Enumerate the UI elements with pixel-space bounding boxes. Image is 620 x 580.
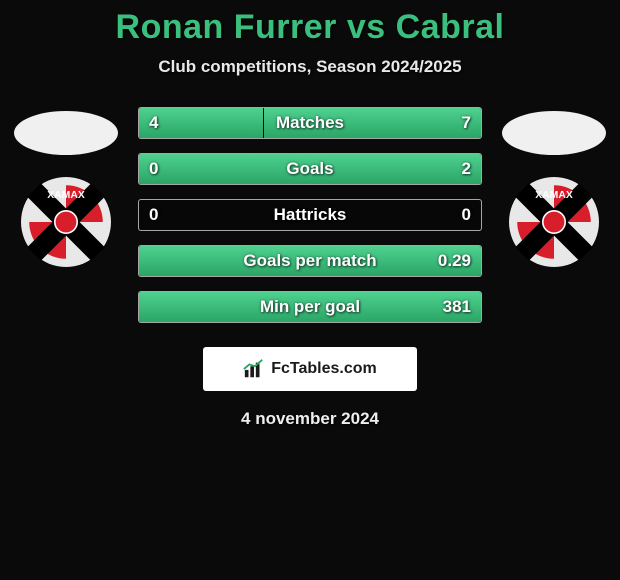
stat-bar: 4 Matches 7 <box>138 107 482 139</box>
stat-bars: 4 Matches 7 0 Goals 2 0 Hattricks 0 Goals per mat… <box>138 107 482 323</box>
xamax-badge-icon: XAMAX <box>514 182 594 262</box>
brand-text: FcTables.com <box>271 360 377 378</box>
body-row: XAMAX 4 Matches 7 0 Goals 2 0 Hattricks 0 Goals p… <box>0 107 620 323</box>
svg-text:XAMAX: XAMAX <box>535 190 573 201</box>
stat-label: Goals per match <box>243 251 376 271</box>
comparison-card: Ronan Furrer vs Cabral Club competitions… <box>0 0 620 580</box>
left-column: XAMAX <box>10 107 122 267</box>
bar-chart-icon <box>243 358 265 380</box>
stat-label: Goals <box>286 159 333 179</box>
club-badge-right: XAMAX <box>509 177 599 267</box>
subtitle: Club competitions, Season 2024/2025 <box>0 57 620 77</box>
stat-label: Min per goal <box>260 297 360 317</box>
stat-value-right: 2 <box>462 159 471 179</box>
stat-value-left: 4 <box>149 113 158 133</box>
stat-value-right: 0.29 <box>438 251 471 271</box>
right-column: XAMAX <box>498 107 610 267</box>
stat-bar: Min per goal 381 <box>138 291 482 323</box>
player-photo-right <box>502 111 606 155</box>
stat-value-right: 0 <box>462 205 471 225</box>
club-badge-left: XAMAX <box>21 177 111 267</box>
stat-label: Matches <box>276 113 344 133</box>
player-photo-left <box>14 111 118 155</box>
stat-value-left: 0 <box>149 205 158 225</box>
stat-label: Hattricks <box>274 205 347 225</box>
stat-value-left: 0 <box>149 159 158 179</box>
stat-value-right: 381 <box>443 297 471 317</box>
date-text: 4 november 2024 <box>0 409 620 429</box>
stat-value-right: 7 <box>462 113 471 133</box>
xamax-badge-icon: XAMAX <box>26 182 106 262</box>
stat-bar: Goals per match 0.29 <box>138 245 482 277</box>
svg-text:XAMAX: XAMAX <box>47 190 85 201</box>
stat-bar: 0 Goals 2 <box>138 153 482 185</box>
brand-panel: FcTables.com <box>203 347 417 391</box>
stat-bar: 0 Hattricks 0 <box>138 199 482 231</box>
page-title: Ronan Furrer vs Cabral <box>0 8 620 47</box>
